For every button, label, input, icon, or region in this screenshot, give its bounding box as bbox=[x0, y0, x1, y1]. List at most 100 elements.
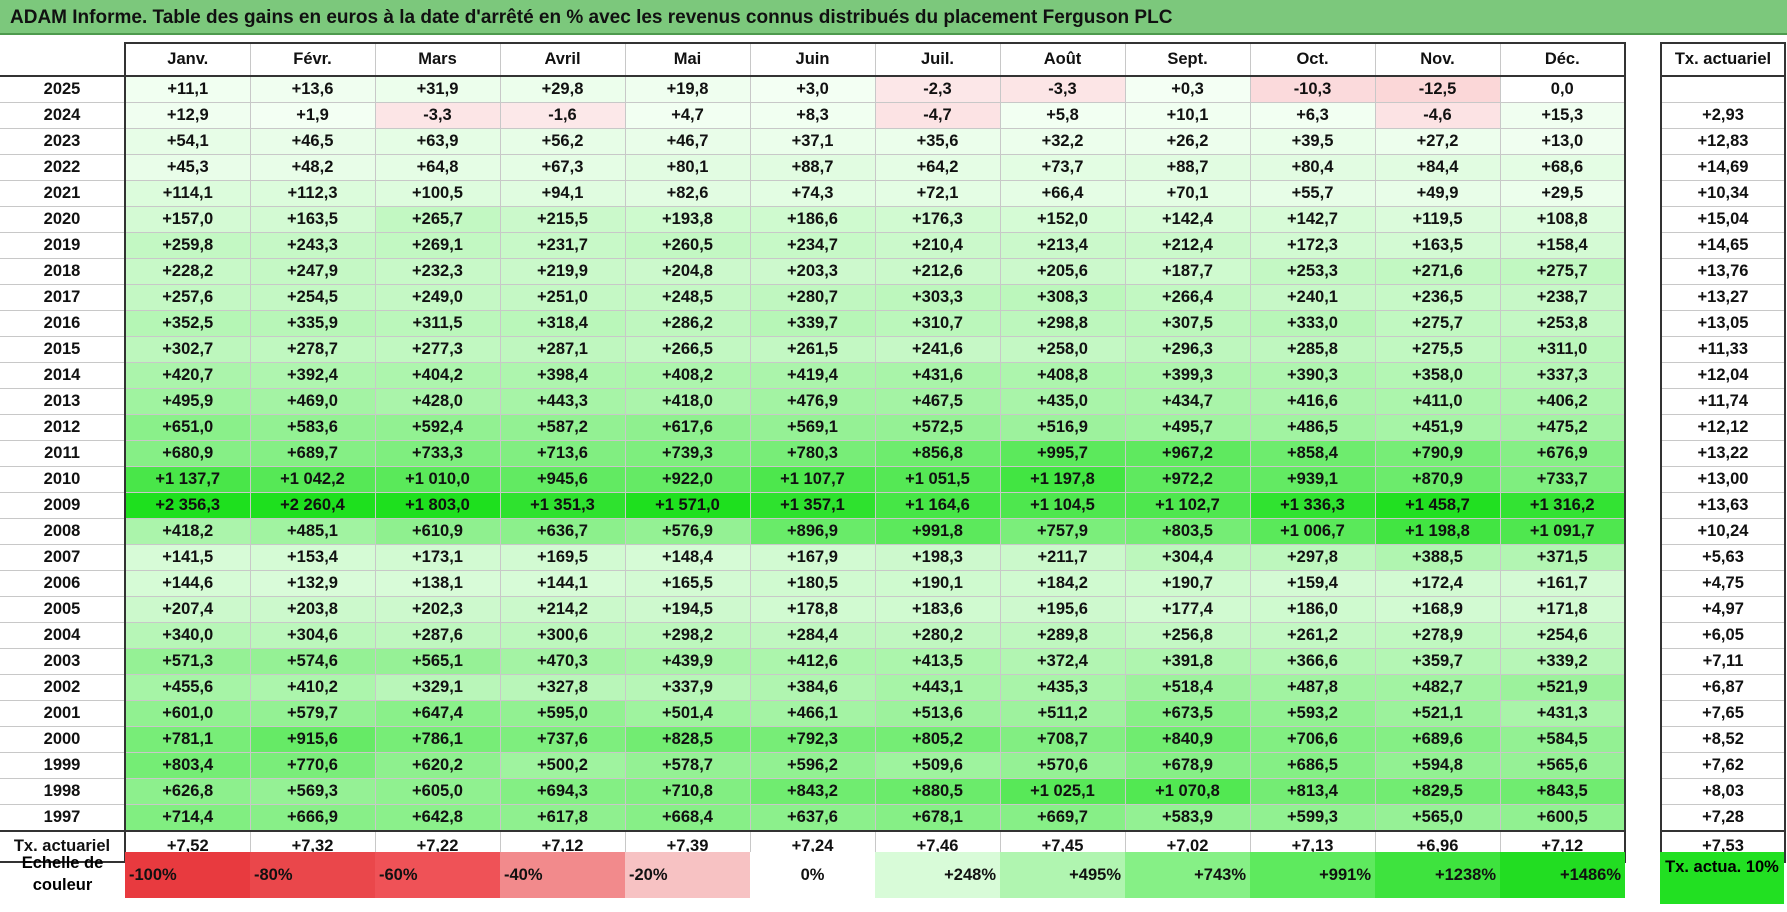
gain-cell: +828,5 bbox=[624, 726, 751, 753]
year-label: 2015 bbox=[0, 336, 126, 363]
gain-cell: +1 091,7 bbox=[1499, 518, 1626, 545]
gain-cell: +241,6 bbox=[874, 336, 1001, 363]
gain-cell: +451,9 bbox=[1374, 414, 1501, 441]
month-header: Nov. bbox=[1374, 42, 1501, 77]
gain-cell: +714,4 bbox=[124, 804, 251, 832]
scale-swatch: +495% bbox=[1000, 852, 1125, 898]
scale-swatch: +743% bbox=[1125, 852, 1250, 898]
gain-cell: +82,6 bbox=[624, 180, 751, 207]
gain-cell: -3,3 bbox=[374, 102, 501, 129]
gain-cell: +599,3 bbox=[1249, 804, 1376, 832]
gain-cell: +190,1 bbox=[874, 570, 1001, 597]
table-row: 2000 +781,1 +915,6 +786,1 +737,6 +828,5 +792,3… bbox=[0, 726, 1626, 753]
gain-cell: +576,9 bbox=[624, 518, 751, 545]
gain-cell: +404,2 bbox=[374, 362, 501, 389]
gain-cell: +1 006,7 bbox=[1249, 518, 1376, 545]
gain-cell: +706,6 bbox=[1249, 726, 1376, 753]
gain-cell: +337,9 bbox=[624, 674, 751, 701]
gain-cell: +390,3 bbox=[1249, 362, 1376, 389]
gain-cell: +439,9 bbox=[624, 648, 751, 675]
gain-cell: +600,5 bbox=[1499, 804, 1626, 832]
gain-cell: +178,8 bbox=[749, 596, 876, 623]
table-row: 2020 +157,0 +163,5 +265,7 +215,5 +193,8 +186,6… bbox=[0, 206, 1626, 233]
table-row: 2004 +340,0 +304,6 +287,6 +300,6 +298,2 +284,4… bbox=[0, 622, 1626, 649]
gain-cell: +781,1 bbox=[124, 726, 251, 753]
table-row: 2013 +495,9 +469,0 +428,0 +443,3 +418,0 +476,9… bbox=[0, 388, 1626, 415]
gain-cell: +253,8 bbox=[1499, 310, 1626, 337]
gain-cell: +27,2 bbox=[1374, 128, 1501, 155]
gain-cell: +49,9 bbox=[1374, 180, 1501, 207]
gain-cell: +1 803,0 bbox=[374, 492, 501, 519]
gain-cell: +358,0 bbox=[1374, 362, 1501, 389]
table-row: 2008 +418,2 +485,1 +610,9 +636,7 +576,9 +896,9… bbox=[0, 518, 1626, 545]
gain-cell: +251,0 bbox=[499, 284, 626, 311]
gain-cell: +1 571,0 bbox=[624, 492, 751, 519]
gain-cell: +443,3 bbox=[499, 388, 626, 415]
gain-cell: +232,3 bbox=[374, 258, 501, 285]
gain-cell: +275,7 bbox=[1374, 310, 1501, 337]
gain-cell: +266,5 bbox=[624, 336, 751, 363]
gain-cell: +132,9 bbox=[249, 570, 376, 597]
gain-cell: +786,1 bbox=[374, 726, 501, 753]
scale-swatch: +1486% bbox=[1500, 852, 1625, 898]
gain-cell: +408,2 bbox=[624, 362, 751, 389]
year-label: 2006 bbox=[0, 570, 126, 597]
actuarial-rate-cell: +8,52 bbox=[1660, 726, 1786, 753]
year-label: 2022 bbox=[0, 154, 126, 181]
scale-swatch: -100% bbox=[125, 852, 250, 898]
gain-cell: +308,3 bbox=[999, 284, 1126, 311]
year-label: 2007 bbox=[0, 544, 126, 571]
gain-cell: +896,9 bbox=[749, 518, 876, 545]
actuarial-rate-cell: +6,05 bbox=[1660, 622, 1786, 649]
gain-cell: +1 070,8 bbox=[1124, 778, 1251, 805]
gain-cell: +10,1 bbox=[1124, 102, 1251, 129]
gain-cell: +13,0 bbox=[1499, 128, 1626, 155]
gain-cell: +680,9 bbox=[124, 440, 251, 467]
gain-cell: +298,2 bbox=[624, 622, 751, 649]
gain-cell: +678,9 bbox=[1124, 752, 1251, 779]
gain-cell: +689,6 bbox=[1374, 726, 1501, 753]
gain-cell: +805,2 bbox=[874, 726, 1001, 753]
gain-cell: +210,4 bbox=[874, 232, 1001, 259]
gain-cell: +418,0 bbox=[624, 388, 751, 415]
table-row: 2003 +571,3 +574,6 +565,1 +470,3 +439,9 +412,6… bbox=[0, 648, 1626, 675]
gain-cell: +46,5 bbox=[249, 128, 376, 155]
gain-cell: +572,5 bbox=[874, 414, 1001, 441]
color-scale-label: Echelle de couleur bbox=[21, 854, 104, 894]
year-label: 1997 bbox=[0, 804, 126, 832]
header-corner bbox=[0, 43, 126, 77]
gain-cell: +327,8 bbox=[499, 674, 626, 701]
gain-cell: +412,6 bbox=[749, 648, 876, 675]
gain-cell: +159,4 bbox=[1249, 570, 1376, 597]
gain-cell: +945,6 bbox=[499, 466, 626, 493]
gain-cell: +1 104,5 bbox=[999, 492, 1126, 519]
gain-cell: +202,3 bbox=[374, 596, 501, 623]
gain-cell: +310,7 bbox=[874, 310, 1001, 337]
gain-cell: +803,5 bbox=[1124, 518, 1251, 545]
actuarial-rate-cell: +6,87 bbox=[1660, 674, 1786, 701]
gain-cell: +88,7 bbox=[1124, 154, 1251, 181]
gain-cell: +172,3 bbox=[1249, 232, 1376, 259]
table-row: 1999 +803,4 +770,6 +620,2 +500,2 +578,7 +596,2… bbox=[0, 752, 1626, 779]
month-header: Sept. bbox=[1124, 42, 1251, 77]
actuarial-rate-cell: +10,24 bbox=[1660, 518, 1786, 545]
gain-cell: +56,2 bbox=[499, 128, 626, 155]
gain-cell: +39,5 bbox=[1249, 128, 1376, 155]
gain-cell: +32,2 bbox=[999, 128, 1126, 155]
gain-cell: +595,0 bbox=[499, 700, 626, 727]
gain-cell: +420,7 bbox=[124, 362, 251, 389]
year-label: 2008 bbox=[0, 518, 126, 545]
gain-cell: +55,7 bbox=[1249, 180, 1376, 207]
gain-cell: +1 336,3 bbox=[1249, 492, 1376, 519]
gain-cell: +1 051,5 bbox=[874, 466, 1001, 493]
actuarial-rate-cell: +14,65 bbox=[1660, 232, 1786, 259]
gain-cell: +500,2 bbox=[499, 752, 626, 779]
gain-cell: +939,1 bbox=[1249, 466, 1376, 493]
gain-cell: +211,7 bbox=[999, 544, 1126, 571]
month-header: Mars bbox=[374, 42, 501, 77]
gain-cell: +74,3 bbox=[749, 180, 876, 207]
actuarial-rate-cell: +13,27 bbox=[1660, 284, 1786, 311]
gain-cell: +144,1 bbox=[499, 570, 626, 597]
month-header: Avril bbox=[499, 42, 626, 77]
gain-cell: +287,1 bbox=[499, 336, 626, 363]
